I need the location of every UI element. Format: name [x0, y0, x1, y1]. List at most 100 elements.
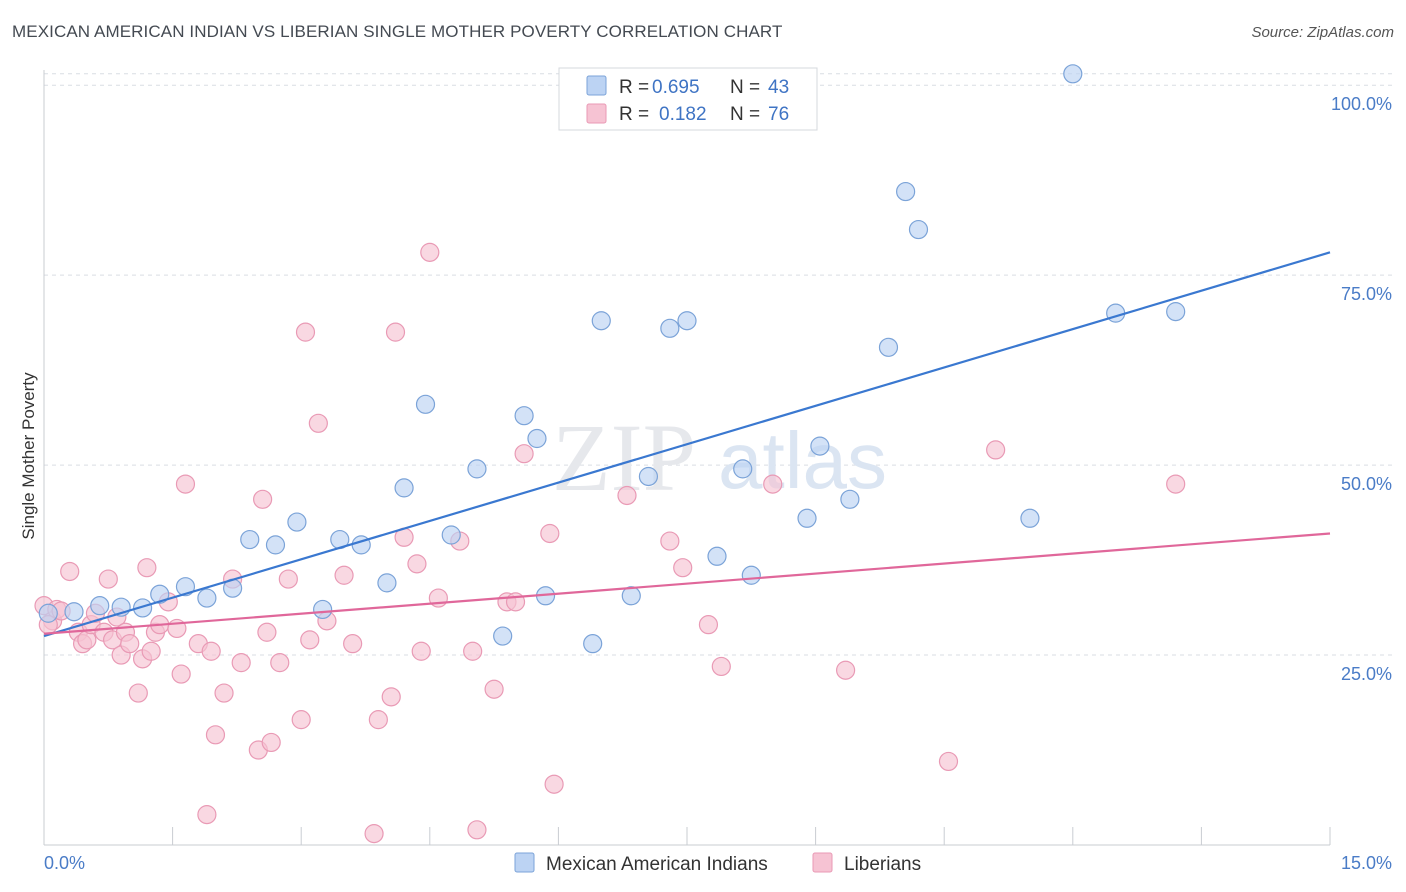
liberian-point — [484, 679, 504, 699]
liberian-point — [270, 653, 290, 673]
liberian-point — [467, 820, 487, 840]
bottom-legend-label-1: Mexican American Indians — [546, 854, 768, 875]
mexican-american-indian-point — [514, 406, 534, 426]
mexican-american-indian-point — [638, 466, 659, 487]
liberian-point — [175, 474, 196, 494]
mexican-american-indian-point — [840, 489, 860, 509]
bottom-legend: Mexican American Indians Liberians — [514, 852, 921, 875]
mexican-american-indian-point — [707, 546, 727, 566]
source-label: Source: ZipAtlas.com — [1251, 24, 1394, 41]
liberian-point — [128, 683, 148, 703]
mexican-american-indian-point — [38, 603, 58, 623]
liberian-point — [463, 641, 483, 661]
liberian-point — [1166, 474, 1186, 494]
liberian-point — [381, 687, 401, 707]
bottom-legend-swatch-blue — [514, 852, 535, 873]
mexican-american-indian-point — [175, 577, 196, 597]
x-tick-label-max: 15.0% — [1341, 853, 1392, 873]
y-axis-label: Single Mother Poverty — [19, 372, 38, 540]
legend-r-label-1: R = — [619, 77, 649, 98]
liberian-point — [836, 660, 856, 680]
liberian-point — [420, 242, 440, 262]
liberian-point — [120, 634, 140, 654]
mexican-american-indian-point — [132, 598, 153, 618]
liberian-point — [278, 569, 298, 589]
mexican-american-indian-point — [441, 525, 461, 545]
liberian-point — [98, 569, 118, 589]
mexican-american-indian-point — [1166, 302, 1186, 322]
mexican-american-indian-point — [90, 596, 110, 616]
mexican-american-indian-point — [493, 626, 513, 646]
liberian-point — [261, 732, 281, 753]
liberian-point — [334, 565, 354, 585]
liberian-point — [385, 322, 406, 342]
mexican-american-indian-point — [1106, 303, 1126, 323]
mexican-american-indian-point — [621, 586, 641, 606]
y-tick-label-75: 75.0% — [1341, 284, 1392, 304]
liberians-points — [34, 242, 1186, 844]
liberian-point — [617, 485, 637, 506]
mexican-american-indian-point — [741, 565, 761, 585]
bottom-legend-swatch-pink — [812, 852, 833, 873]
mexican-american-indian-point — [265, 535, 286, 555]
x-ticks — [43, 827, 1331, 845]
mexican-american-indian-point — [197, 588, 217, 608]
trendlines — [43, 251, 1331, 638]
liberian-point — [343, 634, 363, 654]
liberian-point — [411, 641, 431, 661]
bottom-legend-label-2: Liberians — [844, 854, 921, 875]
liberian-point — [291, 710, 311, 730]
mexican-american-indian-point — [591, 311, 611, 331]
legend-r-label-2: R = — [619, 104, 649, 125]
liberian-point — [660, 531, 680, 551]
y-tick-label-25: 25.0% — [1341, 664, 1392, 684]
legend-r-value-1: 0.695 — [652, 77, 700, 98]
x-tick-label-min: 0.0% — [44, 853, 85, 873]
mexican-american-indian-point — [908, 219, 929, 240]
mexican-american-indian-point — [878, 337, 899, 357]
liberian-point — [137, 558, 157, 578]
liberian-point — [368, 710, 388, 730]
legend-n-label-2: N = — [730, 104, 760, 125]
mexican-american-indian-point — [415, 394, 436, 414]
liberian-point — [197, 805, 217, 825]
liberian-point — [253, 489, 273, 509]
mexican-american-indian-point — [313, 599, 333, 620]
legend-box: R = 0.695 N = 43 R = 0.182 N = 76 — [558, 67, 818, 131]
watermark: ZIP atlas — [552, 404, 887, 511]
legend-swatch-pink — [586, 103, 607, 124]
liberian-point — [295, 322, 316, 342]
liberian-point — [540, 523, 560, 544]
mexican-american-indian-point — [810, 436, 830, 456]
legend-n-value-1: 43 — [768, 77, 789, 98]
y-tick-labels: 100.0% 75.0% 50.0% 25.0% — [1331, 94, 1392, 684]
liberian-point — [364, 824, 384, 844]
chart-title: MEXICAN AMERICAN INDIAN VS LIBERIAN SING… — [12, 22, 783, 41]
mexican-american-indian-point — [150, 584, 170, 604]
legend-r-value-2: 0.182 — [659, 104, 707, 125]
mexican-american-indian-point — [377, 573, 397, 593]
liberian-point — [205, 725, 226, 745]
legend-n-label-1: N = — [730, 77, 760, 98]
y-tick-label-50: 50.0% — [1341, 474, 1392, 494]
mexican-american-indian-point — [240, 529, 260, 550]
liberian-point — [407, 554, 427, 574]
liberian-point — [257, 622, 277, 642]
liberian-point — [214, 683, 234, 703]
gridlines — [44, 73, 1392, 656]
mexican-american-indian-point — [896, 181, 916, 202]
liberian-point — [938, 751, 959, 772]
mexican-american-indian-point — [660, 318, 680, 338]
legend-swatch-blue — [586, 75, 607, 96]
mexican-american-indian-point — [733, 459, 753, 479]
liberian-point — [201, 641, 221, 661]
liberian-point — [514, 444, 534, 464]
mexican-american-indians-points — [38, 64, 1186, 654]
mexican-american-indian-point — [583, 634, 603, 654]
trendline-mexican-american-indians — [43, 251, 1331, 638]
liberian-point — [171, 664, 191, 684]
liberian-point — [141, 641, 161, 661]
mexican-american-indian-point — [287, 512, 307, 532]
liberian-point — [544, 774, 564, 794]
y-tick-label-100: 100.0% — [1331, 94, 1392, 114]
